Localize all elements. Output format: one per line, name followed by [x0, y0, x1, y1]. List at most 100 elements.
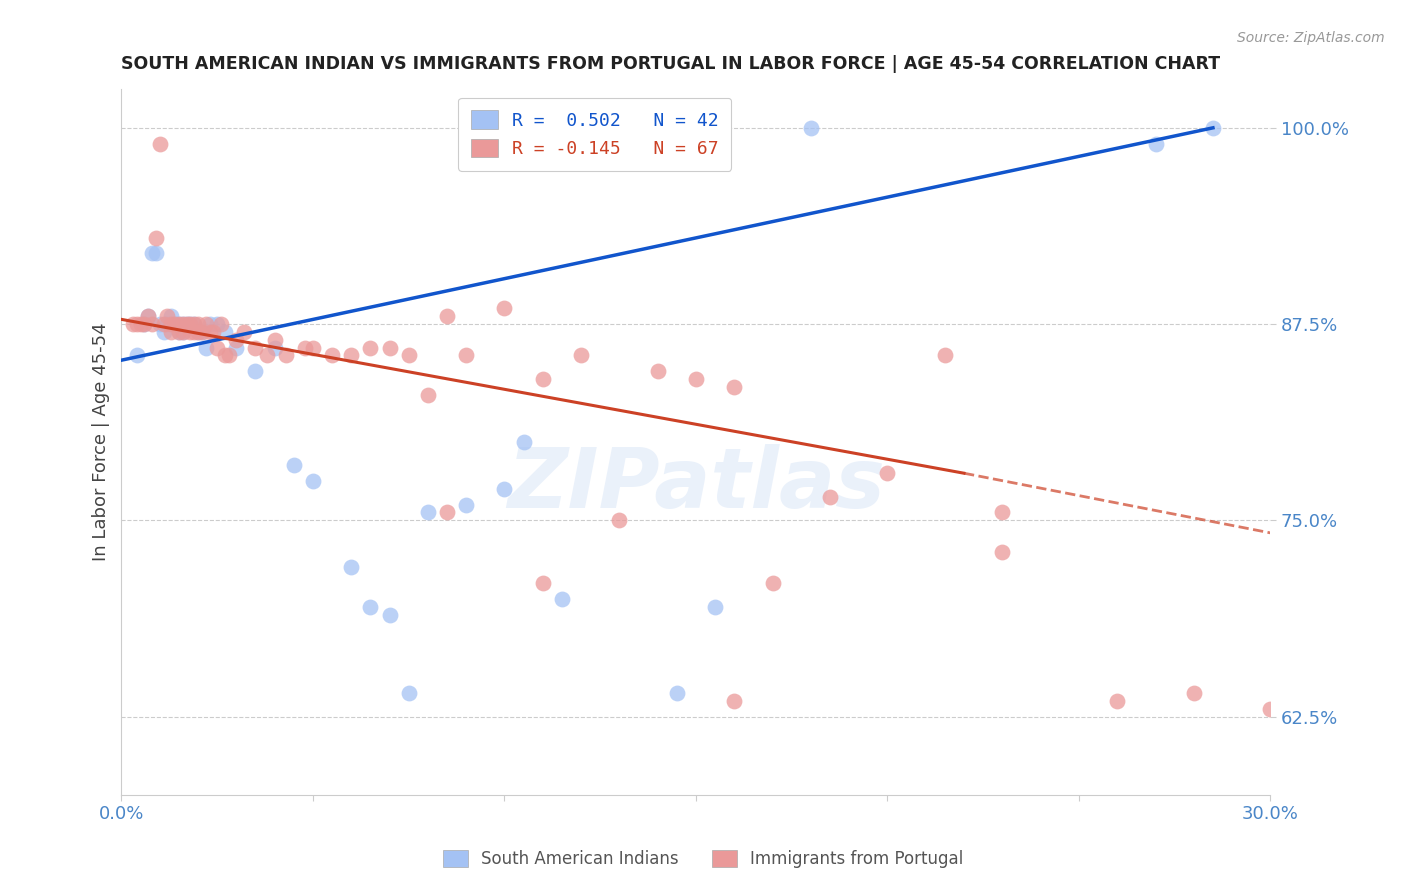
- Point: [991, 545, 1014, 559]
- Point: [800, 120, 823, 135]
- Point: [398, 349, 420, 363]
- Point: [512, 434, 534, 449]
- Point: [167, 317, 190, 331]
- Point: [176, 317, 198, 331]
- Point: [165, 317, 187, 331]
- Point: [134, 317, 156, 331]
- Point: [1144, 136, 1167, 151]
- Point: [531, 372, 554, 386]
- Point: [145, 246, 167, 260]
- Point: [179, 317, 201, 331]
- Point: [165, 317, 187, 331]
- Point: [761, 576, 783, 591]
- Legend: R =  0.502   N = 42, R = -0.145   N = 67: R = 0.502 N = 42, R = -0.145 N = 67: [458, 97, 731, 170]
- Point: [209, 317, 232, 331]
- Point: [202, 325, 225, 339]
- Point: [125, 349, 148, 363]
- Point: [416, 506, 439, 520]
- Point: [205, 341, 228, 355]
- Point: [934, 349, 956, 363]
- Point: [263, 341, 285, 355]
- Point: [1202, 120, 1225, 135]
- Point: [818, 490, 841, 504]
- Point: [294, 341, 316, 355]
- Legend: South American Indians, Immigrants from Portugal: South American Indians, Immigrants from …: [436, 843, 970, 875]
- Point: [167, 325, 190, 339]
- Point: [283, 458, 305, 473]
- Point: [152, 317, 174, 331]
- Point: [167, 317, 190, 331]
- Point: [233, 325, 256, 339]
- Point: [187, 325, 209, 339]
- Point: [179, 317, 201, 331]
- Point: [187, 325, 209, 339]
- Point: [122, 317, 145, 331]
- Point: [136, 310, 159, 324]
- Point: [214, 325, 236, 339]
- Point: [359, 341, 381, 355]
- Point: [704, 599, 727, 614]
- Point: [276, 349, 298, 363]
- Point: [494, 301, 516, 316]
- Point: [198, 317, 221, 331]
- Point: [194, 341, 217, 355]
- Point: [179, 325, 201, 339]
- Point: [569, 349, 592, 363]
- Point: [149, 136, 172, 151]
- Point: [302, 341, 325, 355]
- Point: [225, 341, 247, 355]
- Point: [191, 325, 214, 339]
- Point: [378, 607, 401, 622]
- Point: [531, 576, 554, 591]
- Point: [416, 388, 439, 402]
- Point: [167, 325, 190, 339]
- Point: [125, 317, 148, 331]
- Point: [723, 694, 745, 708]
- Point: [1107, 694, 1129, 708]
- Point: [191, 325, 214, 339]
- Point: [436, 506, 458, 520]
- Point: [145, 231, 167, 245]
- Text: ZIPatlas: ZIPatlas: [508, 443, 884, 524]
- Point: [141, 317, 163, 331]
- Point: [183, 317, 205, 331]
- Point: [183, 317, 205, 331]
- Point: [156, 317, 179, 331]
- Point: [263, 333, 285, 347]
- Point: [647, 364, 669, 378]
- Point: [172, 317, 194, 331]
- Point: [245, 364, 267, 378]
- Point: [129, 317, 152, 331]
- Point: [187, 317, 209, 331]
- Point: [218, 349, 240, 363]
- Point: [876, 467, 898, 481]
- Y-axis label: In Labor Force | Age 45-54: In Labor Force | Age 45-54: [93, 323, 110, 561]
- Point: [194, 317, 217, 331]
- Point: [205, 317, 228, 331]
- Point: [302, 474, 325, 488]
- Point: [225, 333, 247, 347]
- Point: [340, 349, 363, 363]
- Point: [245, 341, 267, 355]
- Point: [160, 325, 183, 339]
- Point: [156, 310, 179, 324]
- Point: [160, 310, 183, 324]
- Point: [256, 349, 278, 363]
- Point: [991, 506, 1014, 520]
- Point: [494, 482, 516, 496]
- Point: [152, 325, 174, 339]
- Point: [321, 349, 343, 363]
- Point: [149, 317, 172, 331]
- Point: [1182, 686, 1205, 700]
- Point: [456, 498, 478, 512]
- Point: [172, 325, 194, 339]
- Point: [685, 372, 707, 386]
- Point: [723, 380, 745, 394]
- Point: [607, 513, 630, 527]
- Point: [172, 325, 194, 339]
- Point: [359, 599, 381, 614]
- Point: [134, 317, 156, 331]
- Point: [1260, 702, 1282, 716]
- Point: [456, 349, 478, 363]
- Point: [436, 310, 458, 324]
